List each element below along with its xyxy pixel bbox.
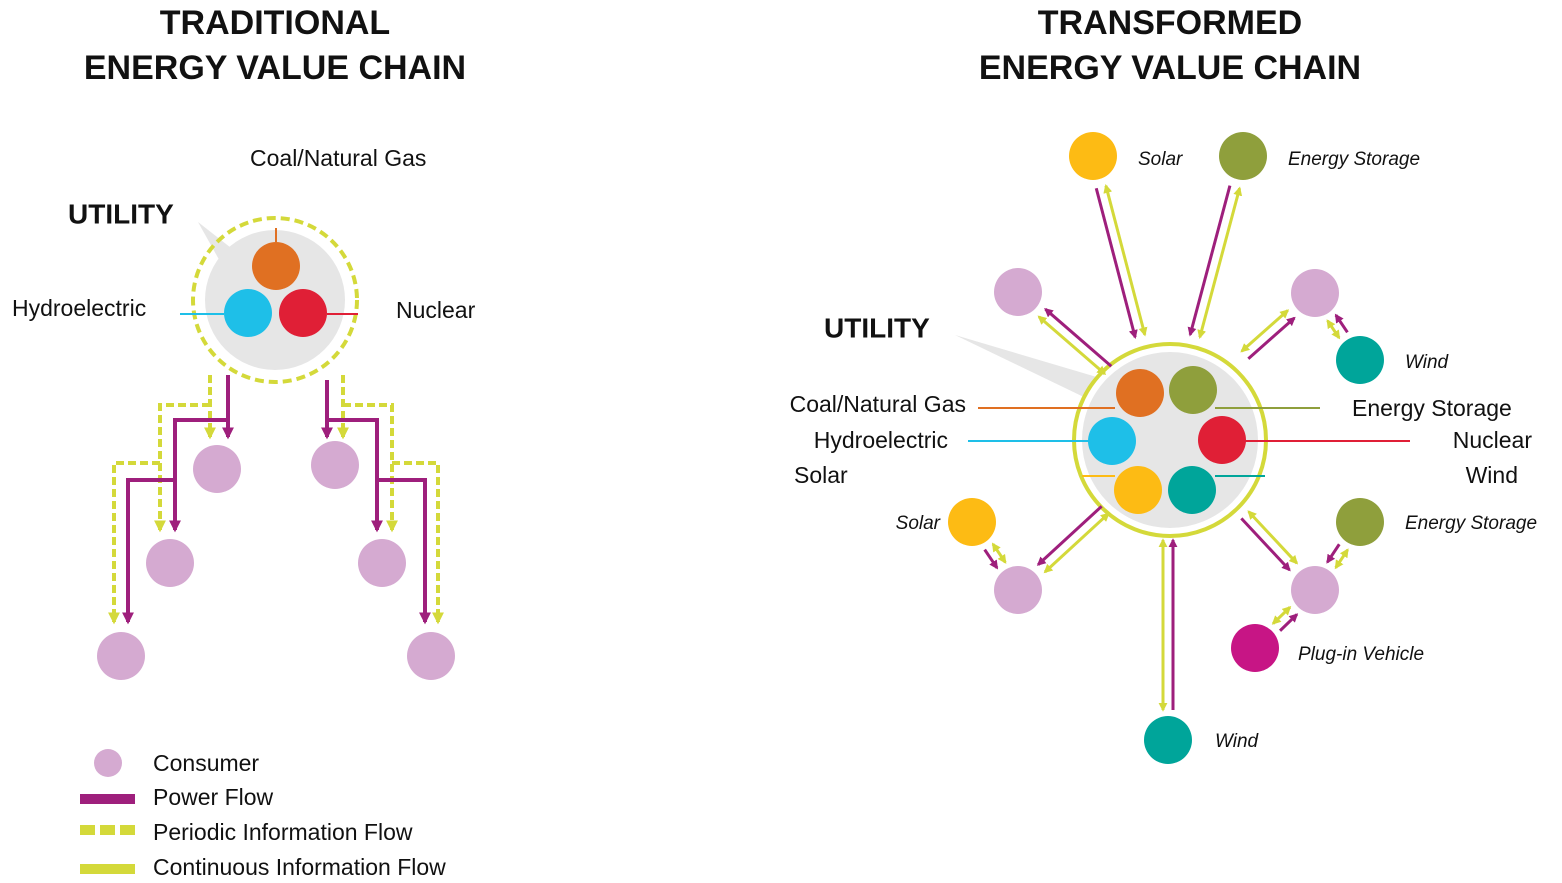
source (1116, 369, 1164, 417)
consumer (1291, 269, 1339, 317)
consumer (146, 539, 194, 587)
source (224, 289, 272, 337)
node-label: Solar (896, 513, 941, 534)
continuous-flow (1103, 183, 1148, 337)
power-flow (1334, 313, 1349, 334)
continuous-flow (1334, 548, 1349, 570)
power-flow (983, 548, 999, 570)
legend-continuous (80, 864, 135, 874)
source-label: Hydroelectric (814, 427, 948, 453)
periodic-flow (154, 403, 210, 533)
callout (955, 335, 1100, 400)
consumer (407, 632, 455, 680)
source (1088, 417, 1136, 465)
continuous-flow (1247, 510, 1299, 565)
source (279, 289, 327, 337)
power-flow (1326, 543, 1341, 564)
node-label: Wind (1405, 352, 1450, 373)
consumer (1291, 566, 1339, 614)
title: TRANSFORMED (1038, 4, 1302, 42)
power-flow (1094, 187, 1138, 340)
legend-label: Continuous Information Flow (153, 854, 446, 880)
source-label: Nuclear (1453, 427, 1533, 453)
legend-label: Consumer (153, 750, 259, 776)
consumer (311, 441, 359, 489)
title: ENERGY VALUE CHAIN (84, 49, 466, 87)
periodic-flow (108, 461, 160, 625)
power-flow (122, 478, 175, 625)
continuous-flow (1043, 512, 1110, 574)
source-label: Coal/Natural Gas (790, 391, 966, 417)
continuous-flow (1197, 186, 1243, 340)
continuous-flow (991, 542, 1007, 564)
continuous-flow (1271, 606, 1292, 625)
source (252, 242, 300, 290)
legend-label: Periodic Information Flow (153, 819, 413, 845)
node (948, 498, 996, 546)
source-label: Hydroelectric (12, 295, 146, 321)
power-flow (1187, 185, 1232, 337)
power-flow (169, 418, 228, 533)
continuous-flow (1037, 315, 1107, 375)
node-label: Plug-in Vehicle (1298, 644, 1424, 665)
consumer (97, 632, 145, 680)
consumer (193, 445, 241, 493)
source-label: Energy Storage (1352, 395, 1512, 421)
power-flow (377, 478, 431, 625)
source (1168, 466, 1216, 514)
node (1219, 132, 1267, 180)
node (1069, 132, 1117, 180)
consumer (994, 268, 1042, 316)
node-label: Energy Storage (1405, 513, 1537, 534)
node (1231, 624, 1279, 672)
periodic-flow (343, 403, 398, 533)
continuous-flow (1326, 319, 1341, 340)
power-flow (1279, 613, 1299, 632)
power-flow (1240, 517, 1291, 572)
node-label: Wind (1215, 731, 1260, 752)
shapes (80, 132, 1410, 874)
node (1144, 716, 1192, 764)
source-label: Wind (1466, 462, 1518, 488)
periodic-flow (392, 461, 444, 625)
utility-label: UTILITY (68, 198, 174, 229)
utility-label: UTILITY (824, 312, 930, 343)
source (1198, 416, 1246, 464)
continuous-flow (1240, 309, 1290, 353)
source-label: Coal/Natural Gas (250, 145, 426, 171)
consumer (994, 566, 1042, 614)
title: TRADITIONAL (160, 4, 390, 42)
power-flow (1036, 505, 1103, 566)
source (1114, 466, 1162, 514)
legend-label: Power Flow (153, 784, 274, 810)
power-flow (1044, 308, 1113, 368)
node (1336, 498, 1384, 546)
source (1169, 366, 1217, 414)
node (1336, 336, 1384, 384)
source-label: Nuclear (396, 297, 476, 323)
consumer (358, 539, 406, 587)
source-label: Solar (794, 462, 848, 488)
utility-ring (191, 216, 359, 384)
title: ENERGY VALUE CHAIN (979, 49, 1361, 87)
power-flow (327, 418, 383, 533)
legend-consumer (94, 749, 122, 777)
legend-power (80, 794, 135, 804)
node-label: Solar (1138, 149, 1183, 170)
node-label: Energy Storage (1288, 149, 1420, 170)
